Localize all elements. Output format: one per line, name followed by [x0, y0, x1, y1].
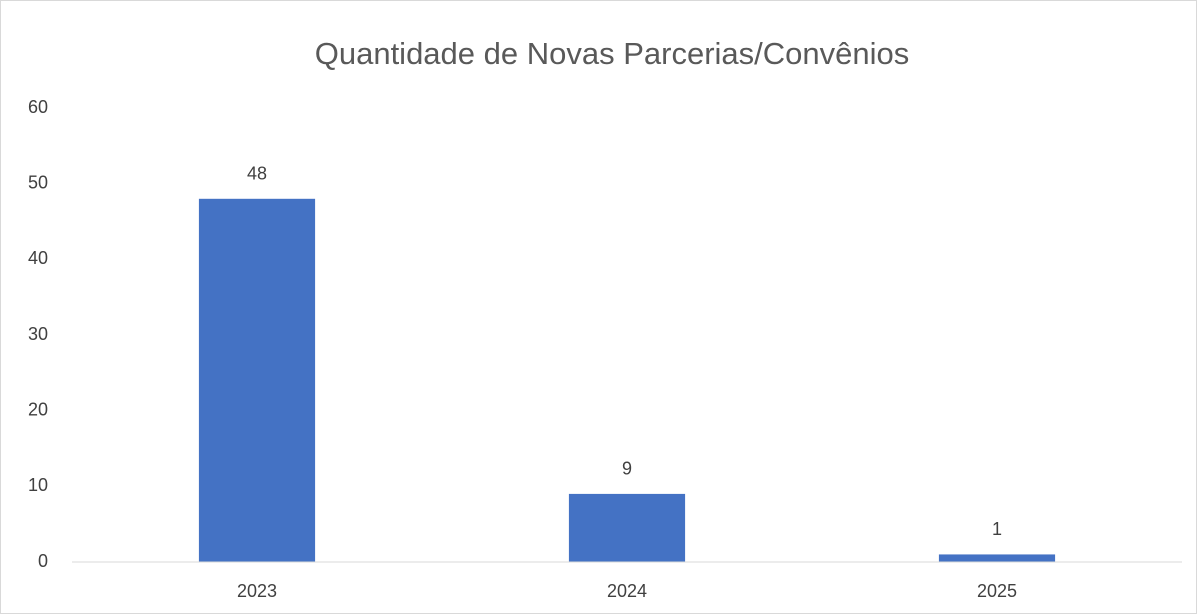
data-label: 1 — [992, 519, 1002, 539]
x-tick-label: 2023 — [237, 581, 277, 601]
y-tick-label: 50 — [28, 172, 48, 192]
x-tick-label: 2025 — [977, 581, 1017, 601]
x-tick-label: 2024 — [607, 581, 647, 601]
y-tick-label: 0 — [38, 551, 48, 571]
y-tick-label: 30 — [28, 324, 48, 344]
bar — [198, 198, 316, 563]
bar — [568, 493, 686, 562]
data-label: 48 — [247, 164, 267, 184]
data-label: 9 — [622, 459, 632, 479]
y-tick-label: 10 — [28, 475, 48, 495]
y-tick-label: 60 — [28, 97, 48, 117]
y-tick-label: 40 — [28, 248, 48, 268]
y-tick-label: 20 — [28, 399, 48, 419]
chart-title: Quantidade de Novas Parcerias/Convênios — [315, 36, 910, 71]
bar — [938, 554, 1056, 562]
